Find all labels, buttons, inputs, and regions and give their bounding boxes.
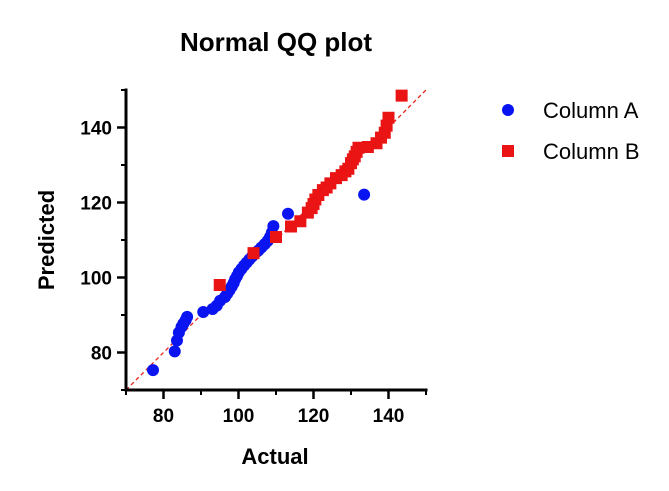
legend-marker-square: [502, 145, 514, 157]
x-tick-label: 100: [223, 406, 255, 427]
y-tick-label: 120: [80, 194, 112, 215]
data-point-square: [352, 141, 365, 154]
data-point-circle: [181, 310, 194, 323]
data-point-square: [213, 279, 226, 291]
series-a: [147, 188, 371, 377]
legend-label: Column A: [543, 98, 639, 123]
data-point-square: [270, 231, 282, 243]
data-point-square: [395, 89, 408, 102]
data-point-circle: [358, 188, 371, 201]
data-point-circle: [282, 207, 294, 220]
series-b: [213, 89, 408, 291]
data-point-circle: [147, 364, 159, 377]
data-point-circle: [197, 306, 210, 318]
axes-layer: 80 100 120 140 80 100 120 140: [80, 88, 428, 427]
data-point-square: [285, 220, 297, 233]
y-tick-label: 140: [80, 119, 112, 140]
legend-marker-circle: [502, 104, 514, 116]
data-point-square: [247, 247, 260, 260]
data-point-square: [382, 111, 395, 124]
x-tick-label: 140: [373, 406, 405, 427]
y-axis-label: Predicted: [34, 190, 59, 290]
x-tick-label: 120: [298, 406, 330, 427]
data-points-layer: [147, 89, 408, 377]
legend: Column A Column B: [502, 98, 640, 164]
x-tick-label: 80: [153, 406, 174, 427]
x-axis-label: Actual: [241, 444, 308, 469]
legend-label: Column B: [543, 139, 640, 164]
data-point-circle: [267, 220, 280, 233]
y-tick-label: 100: [80, 269, 112, 290]
y-tick-label: 80: [91, 344, 112, 365]
data-point-circle: [168, 345, 181, 358]
chart-title: Normal QQ plot: [180, 27, 372, 57]
